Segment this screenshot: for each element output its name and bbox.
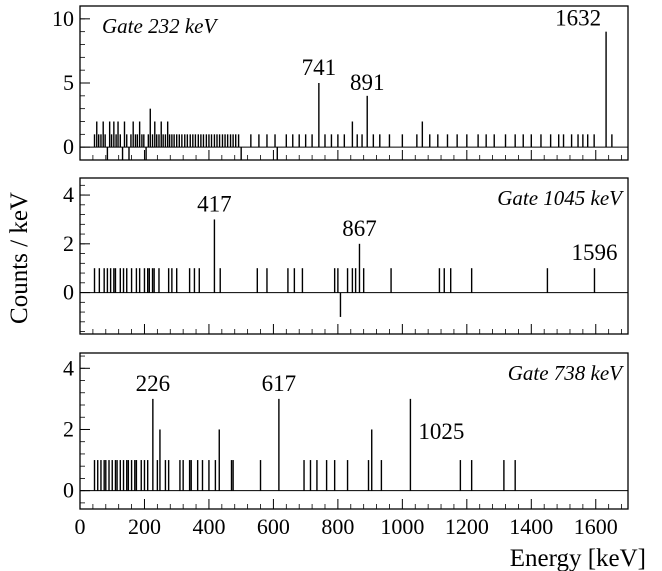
peak-label: 867 bbox=[342, 216, 377, 241]
x-tick-label: 1200 bbox=[445, 514, 489, 539]
x-tick-label: 1000 bbox=[380, 514, 424, 539]
x-tick-label: 1400 bbox=[509, 514, 553, 539]
peak-label: 617 bbox=[262, 371, 297, 396]
peak-label: 417 bbox=[197, 191, 232, 216]
peak-label: 226 bbox=[136, 371, 171, 396]
x-tick-label: 0 bbox=[75, 514, 86, 539]
peak-label: 1596 bbox=[571, 240, 617, 265]
x-tick-label: 600 bbox=[257, 514, 290, 539]
x-tick-label: 1600 bbox=[574, 514, 618, 539]
x-tick-label: 200 bbox=[128, 514, 161, 539]
peak-label: 1632 bbox=[555, 6, 601, 31]
y-tick-label: 10 bbox=[52, 6, 74, 31]
y-tick-label: 4 bbox=[63, 355, 74, 380]
gate-label: Gate 1045 keV bbox=[497, 186, 624, 210]
x-tick-label: 800 bbox=[321, 514, 354, 539]
x-axis-title: Energy [keV] bbox=[510, 545, 646, 571]
x-tick-label: 400 bbox=[192, 514, 225, 539]
panel-3-frame bbox=[79, 352, 629, 510]
y-tick-label: 0 bbox=[63, 280, 74, 305]
gate-label: Gate 738 keV bbox=[508, 361, 624, 385]
y-tick-label: 2 bbox=[63, 231, 74, 256]
y-axis-title: Counts / keV bbox=[6, 192, 33, 324]
y-tick-label: 4 bbox=[63, 182, 74, 207]
y-tick-label: 2 bbox=[63, 416, 74, 441]
y-tick-label: 0 bbox=[63, 478, 74, 503]
y-tick-label: 5 bbox=[63, 70, 74, 95]
peak-label: 891 bbox=[350, 70, 385, 95]
y-tick-label: 0 bbox=[63, 134, 74, 159]
panel-2-frame bbox=[79, 177, 629, 335]
gate-label: Gate 232 keV bbox=[102, 14, 218, 38]
peak-label: 741 bbox=[302, 55, 337, 80]
peak-label: 1025 bbox=[418, 419, 464, 444]
